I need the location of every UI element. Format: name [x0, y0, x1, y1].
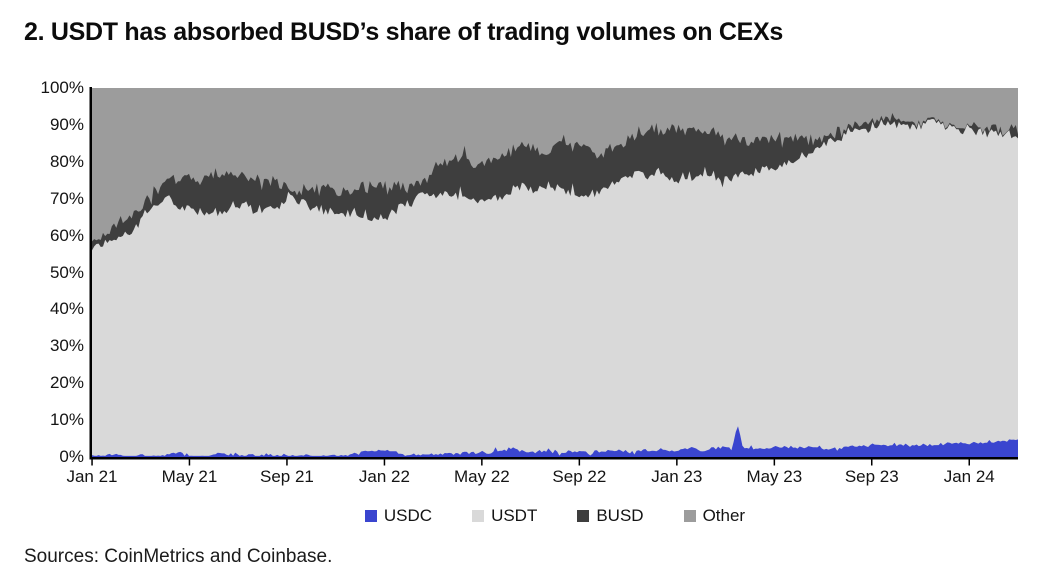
x-axis-tick	[91, 459, 93, 466]
x-axis-tick	[773, 459, 776, 466]
x-axis-tick	[481, 459, 483, 466]
y-tick-label: 10%	[49, 410, 84, 430]
y-tick-label: 20%	[49, 373, 84, 393]
y-tick-label: 70%	[49, 188, 84, 208]
legend-label-usdt: USDT	[491, 506, 538, 525]
chart-title: 2. USDT has absorbed BUSD’s share of tra…	[24, 18, 784, 46]
y-tick-label: 60%	[49, 225, 84, 245]
x-axis-tick	[578, 459, 581, 466]
x-tick-label: Jan 23	[651, 467, 703, 486]
y-tick-label: 100%	[40, 78, 84, 97]
x-tick-label: Sep 23	[844, 467, 899, 486]
legend-item-busd: BUSD	[577, 506, 644, 526]
legend-swatch-other-icon	[683, 510, 696, 522]
x-axis-line	[89, 457, 1018, 460]
legend-item-usdt: USDT	[472, 506, 537, 526]
x-tick-label: May 22	[454, 467, 510, 486]
x-axis-tick	[286, 459, 288, 466]
x-axis-tick	[871, 459, 873, 466]
x-tick-label: Jan 21	[66, 467, 118, 486]
y-tick-label: 30%	[49, 336, 84, 356]
legend-item-other: Other	[683, 506, 746, 526]
chart-legend: USDC USDT BUSD Other	[92, 506, 1018, 526]
x-axis-tick	[968, 459, 970, 466]
x-axis-tick	[676, 459, 678, 466]
x-tick-label: Sep 21	[259, 467, 314, 486]
x-tick-label: May 23	[746, 467, 803, 486]
x-tick-label: Jan 24	[943, 467, 995, 486]
legend-label-other: Other	[702, 506, 746, 525]
x-tick-label: Sep 22	[552, 467, 607, 486]
x-axis-tick	[383, 459, 386, 466]
x-tick-label: May 21	[161, 467, 218, 486]
y-tick-label: 0%	[59, 447, 84, 466]
legend-label-busd: BUSD	[596, 506, 644, 525]
legend-swatch-busd-icon	[577, 510, 590, 522]
area-usdc	[92, 426, 1018, 457]
area-usdt	[92, 119, 1018, 457]
y-tick-label: 40%	[49, 299, 84, 319]
y-tick-label: 80%	[49, 151, 84, 171]
legend-label-usdc: USDC	[383, 506, 433, 525]
y-axis-line	[89, 87, 92, 460]
x-axis-tick	[188, 459, 191, 466]
y-tick-label: 50%	[49, 262, 84, 282]
y-tick-label: 90%	[49, 114, 84, 134]
x-tick-label: Jan 22	[358, 467, 410, 486]
legend-item-usdc: USDC	[364, 506, 433, 526]
legend-swatch-usdc-icon	[364, 510, 377, 522]
legend-swatch-usdt-icon	[472, 510, 485, 522]
source-note: Sources: CoinMetrics and Coinbase.	[24, 546, 333, 567]
